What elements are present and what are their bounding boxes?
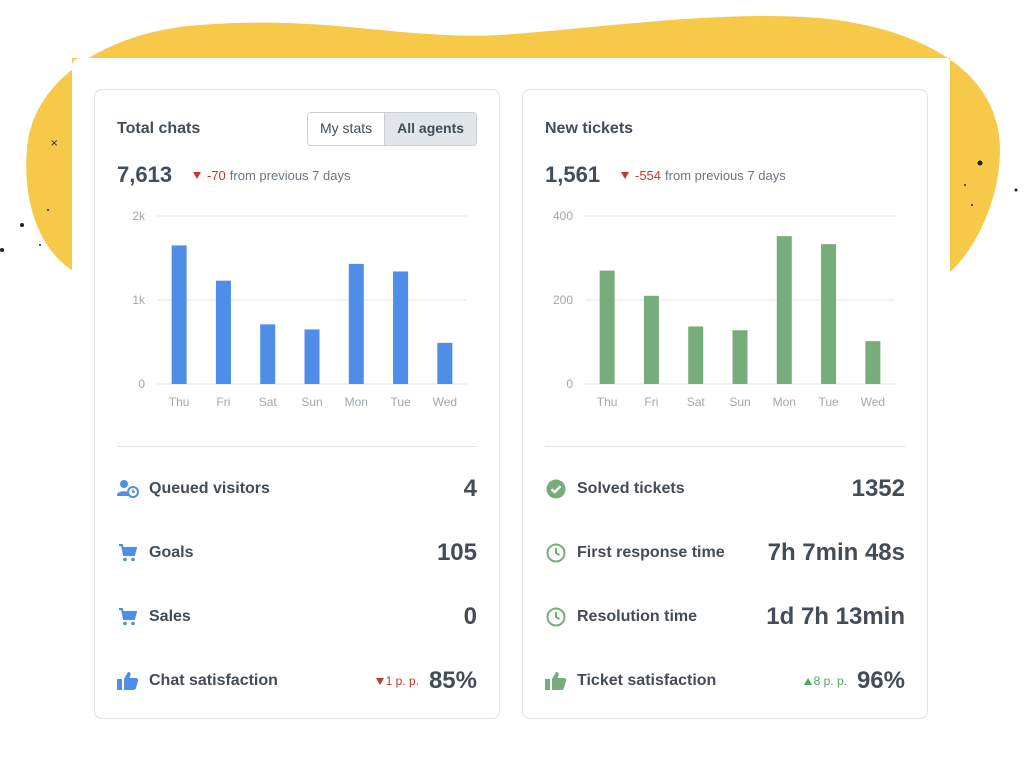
stat-label: Resolution time	[577, 608, 698, 625]
y-tick-label: 0	[566, 377, 573, 391]
bar-tue	[821, 244, 837, 384]
clock-icon	[545, 606, 567, 628]
trend-up-icon	[803, 677, 812, 685]
stat-change-value: 1 p. p.	[385, 674, 419, 688]
bar-sun	[732, 330, 748, 384]
stat-label: Goals	[149, 544, 194, 561]
stat-row-sales: Sales 0	[117, 602, 477, 632]
new-tickets-value: 1,561	[545, 162, 601, 187]
trend-down-icon	[193, 172, 201, 179]
new-tickets-chart: 0 200 400 Thu Fri Sat Sun Mon Tue Wed	[553, 209, 895, 409]
x-tick-label: Thu	[597, 395, 618, 409]
my-stats-button[interactable]: My stats	[308, 113, 385, 145]
bar-sat	[260, 324, 276, 384]
queued-visitors-icon	[117, 478, 139, 500]
cart-icon	[117, 542, 139, 564]
stat-label: Chat satisfaction	[149, 672, 278, 689]
y-tick-label: 1k	[132, 293, 146, 307]
stat-value: 96%	[856, 667, 905, 694]
stat-row-solved-tickets: Solved tickets 1352	[545, 474, 905, 504]
all-agents-button[interactable]: All agents	[384, 113, 477, 145]
bar-sat	[688, 326, 704, 384]
bar-mon	[348, 263, 364, 384]
delta-text: from previous 7 days	[229, 168, 351, 183]
total-chats-chart: 0 1k 2k Thu Fri Sat Sun Mon Tue Wed	[132, 209, 467, 409]
svg-text:×: ×	[50, 138, 58, 149]
card-title: New tickets	[545, 120, 634, 137]
delta-value: -70	[207, 168, 226, 183]
y-tick-label: 2k	[132, 209, 146, 223]
bar-mon	[776, 236, 792, 384]
x-tick-label: Wed	[861, 395, 885, 409]
x-tick-label: Sat	[687, 395, 706, 409]
x-tick-label: Sun	[301, 395, 322, 409]
stat-change: 1 p. p.	[375, 674, 419, 688]
stat-row-chat-satisfaction: Chat satisfaction 1 p. p. 85%	[117, 666, 477, 696]
check-circle-icon	[545, 478, 567, 500]
bar-tue	[393, 271, 409, 384]
background-blob: ×	[0, 15, 1018, 272]
thumbs-up-icon	[117, 670, 139, 692]
stat-label: Ticket satisfaction	[577, 672, 717, 689]
y-tick-label: 200	[553, 293, 573, 307]
x-tick-label: Tue	[818, 395, 839, 409]
stat-value: 7h 7min 48s	[767, 539, 905, 566]
stat-row-ticket-satisfaction: Ticket satisfaction 8 p. p. 96%	[545, 666, 905, 696]
bar-wed	[865, 341, 881, 384]
x-tick-label: Fri	[216, 395, 230, 409]
trend-down-icon	[375, 677, 384, 685]
cart-icon	[117, 606, 139, 628]
delta-text: from previous 7 days	[665, 168, 786, 183]
stat-value: 105	[436, 539, 477, 566]
stat-label: First response time	[577, 544, 725, 561]
x-tick-label: Wed	[433, 395, 457, 409]
total-chats-card: Total chats My stats All agents 7,613 -7…	[94, 89, 500, 719]
stat-label: Queued visitors	[149, 480, 270, 497]
total-chats-delta: -70 from previous 7 days	[193, 168, 350, 183]
divider	[117, 446, 477, 447]
stat-value: 1352	[851, 475, 905, 502]
stat-row-first-response-time: First response time 7h 7min 48s	[545, 538, 905, 568]
stat-row-goals: Goals 105	[117, 538, 477, 568]
clock-icon	[545, 542, 567, 564]
x-tick-label: Thu	[169, 395, 190, 409]
stat-value: 1d 7h 13min	[766, 603, 905, 630]
y-tick-label: 0	[138, 377, 145, 391]
stat-label: Sales	[149, 608, 191, 625]
stat-row-queued-visitors: Queued visitors 4	[117, 474, 477, 504]
x-tick-label: Sat	[259, 395, 278, 409]
bar-wed	[437, 342, 453, 384]
stat-change: 8 p. p.	[803, 674, 847, 688]
stat-row-resolution-time: Resolution time 1d 7h 13min	[545, 602, 905, 632]
x-tick-label: Sun	[729, 395, 750, 409]
card-title: Total chats	[117, 120, 201, 137]
x-tick-label: Fri	[644, 395, 658, 409]
stat-value: 85%	[428, 667, 477, 694]
x-tick-label: Mon	[345, 395, 368, 409]
thumbs-up-icon	[545, 670, 567, 692]
bar-thu	[171, 245, 187, 384]
stat-change-value: 8 p. p.	[813, 674, 847, 688]
trend-down-icon	[621, 172, 629, 179]
divider	[545, 446, 905, 447]
stat-value: 0	[463, 603, 477, 630]
bar-fri	[215, 280, 231, 384]
x-tick-label: Tue	[390, 395, 411, 409]
stats-scope-toggle[interactable]: My stats All agents	[307, 112, 478, 146]
y-tick-label: 400	[553, 209, 573, 223]
new-tickets-delta: -554 from previous 7 days	[621, 168, 786, 183]
stat-label: Solved tickets	[577, 480, 685, 497]
total-chats-value: 7,613	[117, 162, 173, 187]
bar-sun	[304, 329, 320, 384]
delta-value: -554	[635, 168, 662, 183]
stat-value: 4	[463, 475, 477, 502]
bar-fri	[643, 295, 659, 384]
bar-thu	[599, 270, 615, 384]
x-tick-label: Mon	[773, 395, 796, 409]
new-tickets-card: New tickets 1,561 -554 from previous 7 d…	[522, 89, 928, 719]
